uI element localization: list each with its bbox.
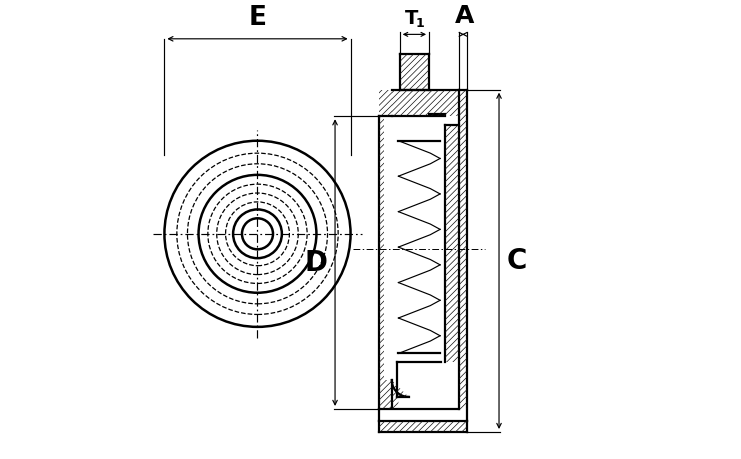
Text: C: C	[507, 247, 528, 275]
Text: A: A	[455, 4, 474, 28]
Text: 1: 1	[415, 17, 424, 30]
Text: T: T	[405, 9, 419, 28]
Text: D: D	[304, 249, 327, 277]
Text: E: E	[248, 5, 267, 31]
